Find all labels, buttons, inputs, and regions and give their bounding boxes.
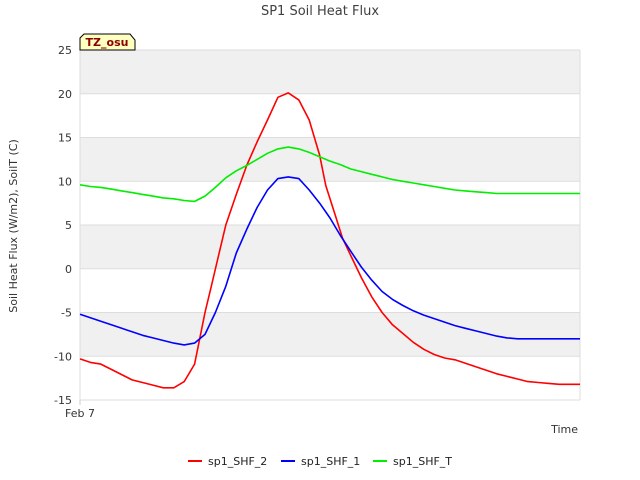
gridlines	[79, 49, 581, 401]
series-line-sp1_SHF_2	[79, 92, 580, 389]
legend-label-sp1_SHF_T: sp1_SHF_T	[393, 455, 452, 468]
legend-label-sp1_SHF_1: sp1_SHF_1	[301, 455, 360, 468]
plot-band	[80, 268, 580, 313]
y-tick-label: 20	[58, 88, 72, 101]
badge-shape	[79, 33, 136, 51]
series-line-sp1_SHF_1	[79, 176, 580, 346]
y-tick-label: 10	[58, 175, 72, 188]
plot-band	[80, 137, 580, 182]
x-tick-label: Feb 7	[65, 407, 95, 420]
plot-band	[80, 50, 580, 94]
y-tick-label: 0	[65, 263, 72, 276]
site-badge: TZ_osu	[79, 33, 136, 51]
y-tick-label: -5	[61, 307, 72, 320]
plot-band	[80, 225, 580, 269]
plot-band	[80, 356, 580, 400]
y-axis-label: Soil Heat Flux (W/m2), SoilT (C)	[7, 139, 20, 312]
chart-title: SP1 Soil Heat Flux	[261, 4, 379, 19]
y-tick-label: -10	[54, 350, 72, 363]
x-axis-ticks: Feb 7	[65, 400, 95, 420]
legend: sp1_SHF_2 sp1_SHF_1 sp1_SHF_T	[188, 455, 452, 468]
badge-label: TZ_osu	[86, 36, 129, 49]
plot-band	[80, 312, 580, 357]
y-tick-label: -15	[54, 394, 72, 407]
y-axis-ticks: -15 -10 -5 0 5 10 15 20 25	[54, 44, 72, 407]
legend-label-sp1_SHF_2: sp1_SHF_2	[208, 455, 267, 468]
series-line-sp1_SHF_T	[79, 146, 580, 203]
y-tick-label: 15	[58, 132, 72, 145]
x-axis-label: Time	[550, 423, 578, 436]
data-series	[79, 92, 580, 389]
y-tick-label: 5	[65, 219, 72, 232]
y-tick-label: 25	[58, 44, 72, 57]
plot-band	[80, 93, 580, 138]
